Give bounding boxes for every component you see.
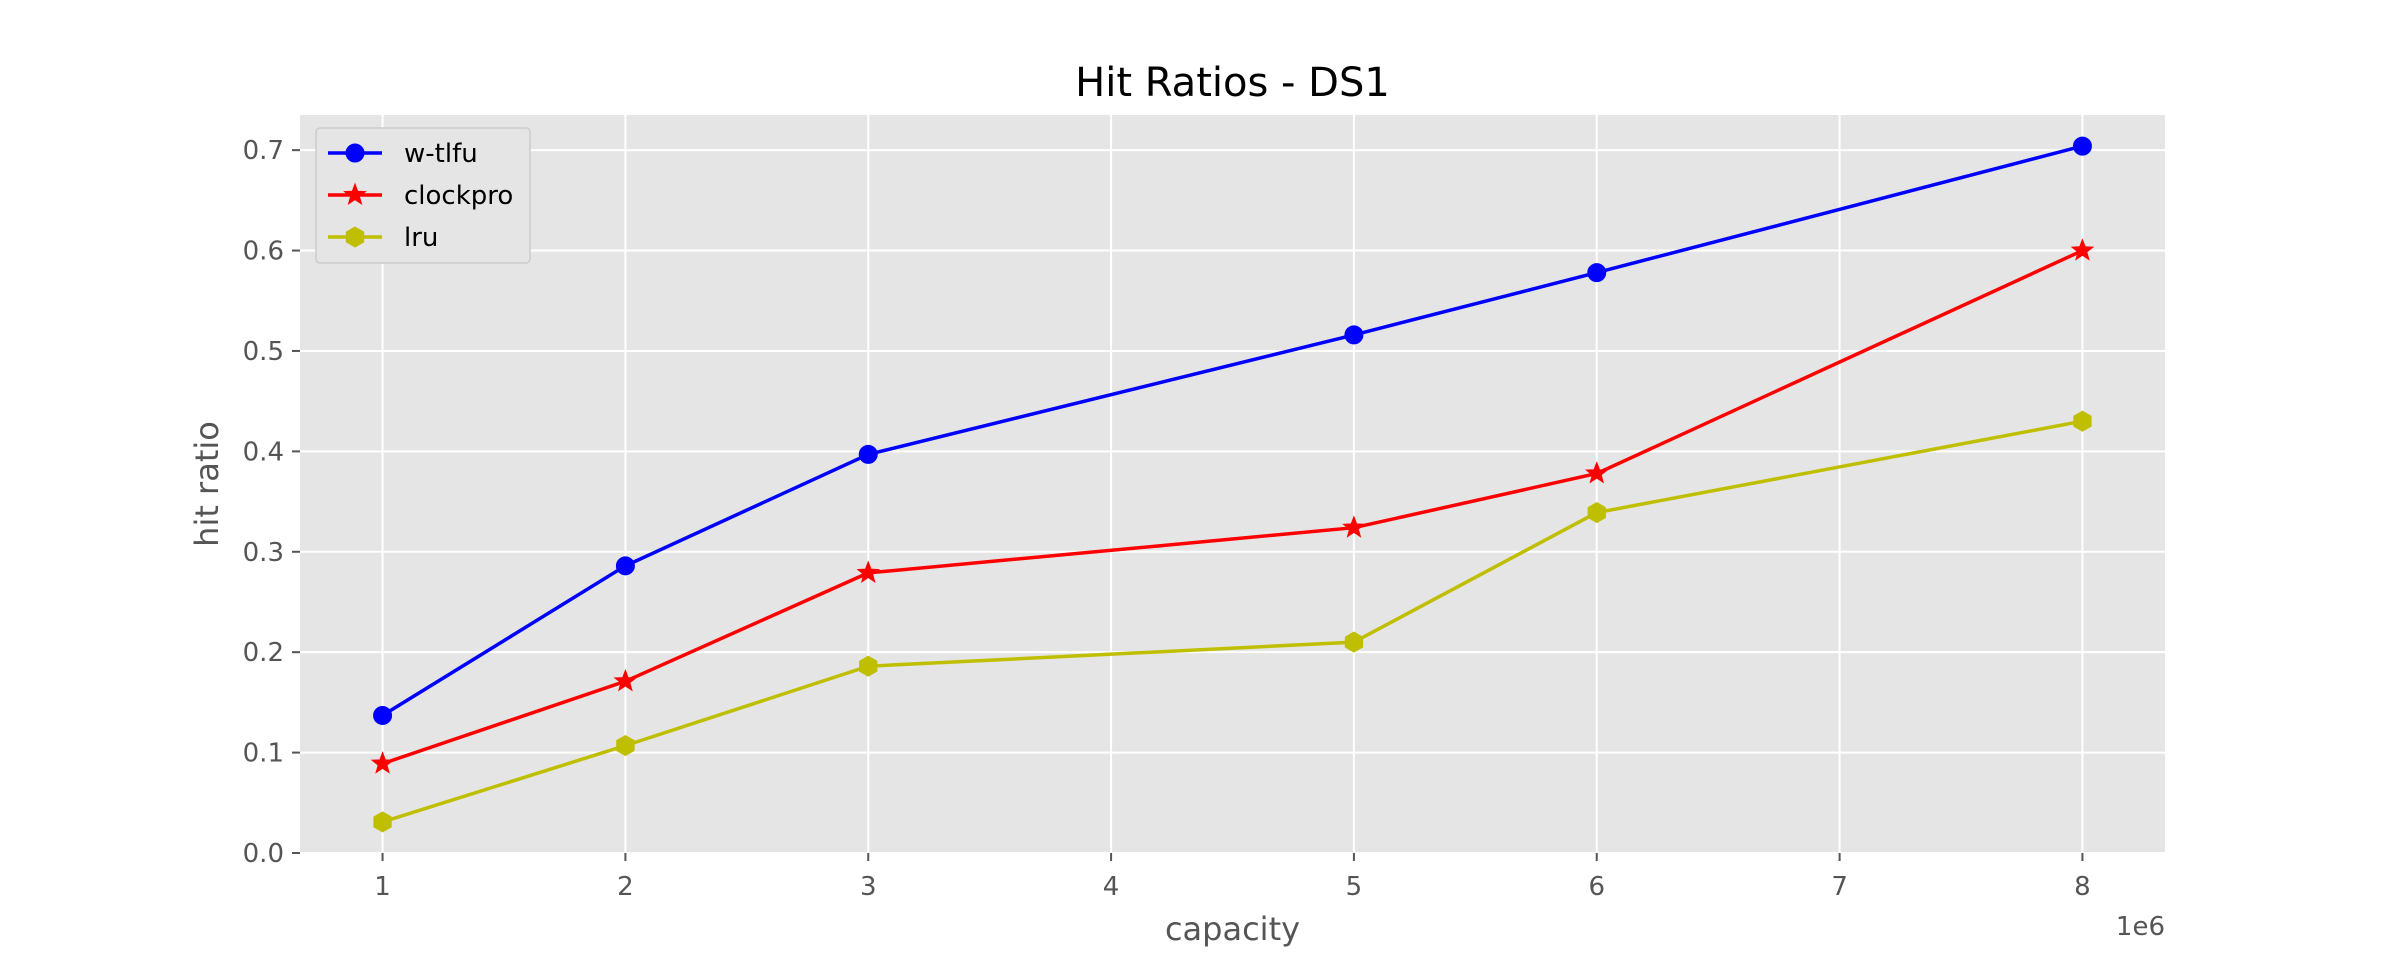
plot-area (300, 115, 2165, 853)
x-tick-label: 8 (2074, 872, 2091, 902)
data-point (859, 655, 878, 677)
series-line (382, 249, 2084, 766)
legend-item-clockpro: clockpro (328, 181, 513, 211)
legend-item-lru: lru (328, 223, 438, 253)
data-point (2072, 136, 2092, 156)
series-line (381, 144, 2083, 717)
y-tick-label: 0.3 (243, 538, 284, 568)
data-point (858, 444, 878, 464)
series-w-tlfu (373, 136, 2092, 725)
data-point (2070, 238, 2095, 261)
data-point (613, 668, 638, 692)
y-tick-label: 0.1 (243, 739, 284, 769)
data-point (1342, 515, 1366, 538)
data-point (1587, 263, 1607, 283)
x-tick-label: 7 (1831, 872, 1848, 902)
series-clockpro (370, 238, 2095, 774)
legend-item-w-tlfu: w-tlfu (328, 139, 478, 169)
legend-label: clockpro (404, 181, 513, 211)
x-tick-label: 1 (374, 872, 391, 902)
y-tick-label: 0.2 (243, 638, 284, 668)
data-point (373, 811, 392, 833)
data-point (1344, 325, 1364, 345)
grid-lines (300, 115, 2165, 854)
data-point (2073, 410, 2092, 432)
x-tick-label: 4 (1103, 872, 1120, 902)
y-tick-label: 0.4 (243, 437, 284, 467)
x-tick-label: 5 (1346, 872, 1363, 902)
x-axis-label: capacity (1165, 910, 1300, 948)
data-point (373, 705, 393, 725)
legend: w-tlfu clockpro lru (315, 127, 531, 264)
y-tick-label: 0.5 (243, 337, 284, 367)
chart-title: Hit Ratios - DS1 (1075, 60, 1390, 106)
y-tick-label: 0.6 (243, 237, 284, 267)
data-point (370, 751, 395, 774)
data-point (1344, 631, 1364, 653)
x-tick-label: 2 (617, 872, 634, 902)
data-point (1584, 461, 1609, 484)
x-tick-label: 6 (1588, 872, 1605, 902)
legend-label: lru (404, 223, 438, 253)
data-point (615, 556, 635, 576)
legend-marker (345, 143, 365, 163)
y-tick-label: 0.0 (243, 839, 284, 869)
x-axis-ticks: 1 2 3 4 5 6 7 8 (374, 853, 2091, 902)
series-lru (373, 410, 2092, 833)
data-point (1587, 502, 1606, 524)
x-axis-offset-label: 1e6 (2116, 912, 2165, 942)
y-tick-label: 0.7 (243, 136, 284, 166)
data-point (616, 735, 635, 757)
data-point (856, 560, 881, 583)
series-layer (370, 136, 2095, 833)
legend-frame (315, 127, 531, 264)
x-tick-label: 3 (860, 872, 877, 902)
legend-marker (345, 226, 365, 248)
series-line (382, 419, 2083, 824)
legend-label: w-tlfu (404, 139, 478, 169)
y-axis-ticks: 0.0 0.1 0.2 0.3 0.4 0.5 0.6 0.7 (243, 136, 300, 869)
legend-marker (343, 182, 367, 206)
y-axis-label: hit ratio (188, 421, 226, 547)
